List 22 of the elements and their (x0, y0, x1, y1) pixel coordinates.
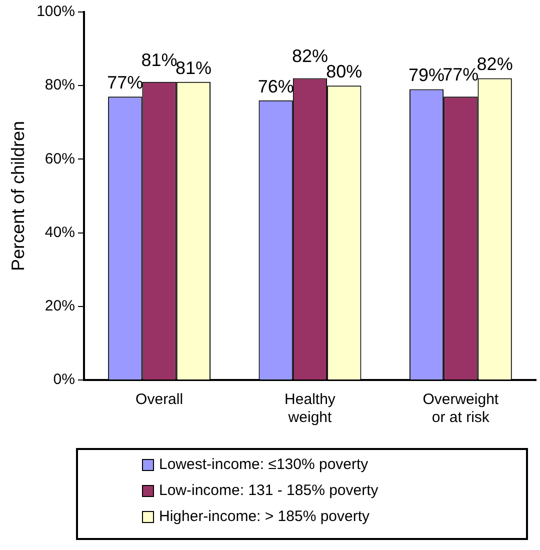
data-label: 80% (326, 62, 362, 82)
data-label: 77% (107, 72, 144, 93)
y-tick-label: 20% (44, 298, 75, 315)
data-label: 82% (292, 46, 328, 66)
data-label: 77% (442, 64, 479, 85)
legend-label: Lowest-income: ≤130% poverty (159, 456, 368, 473)
x-tick-label: Healthy weight (284, 391, 336, 426)
legend-label: Higher-income: > 185% poverty (159, 508, 370, 525)
y-tick-label: 40% (44, 224, 75, 241)
data-label: 81% (141, 50, 178, 70)
y-axis-title: Percent of children (8, 120, 28, 272)
y-tick-label: 0% (53, 371, 75, 388)
y-tick-label: 100% (36, 3, 75, 20)
legend-label: Low-income: 131 - 185% poverty (159, 482, 378, 499)
data-label: 81% (175, 58, 212, 78)
data-label: 82% (476, 54, 513, 74)
data-label: 79% (408, 65, 445, 86)
x-tick-label: Overall (136, 391, 184, 408)
x-tick-label: Overweight or at risk (422, 391, 500, 426)
y-tick-label: 80% (44, 76, 75, 94)
data-label: 76% (258, 76, 294, 96)
y-tick-label: 60% (44, 150, 75, 168)
